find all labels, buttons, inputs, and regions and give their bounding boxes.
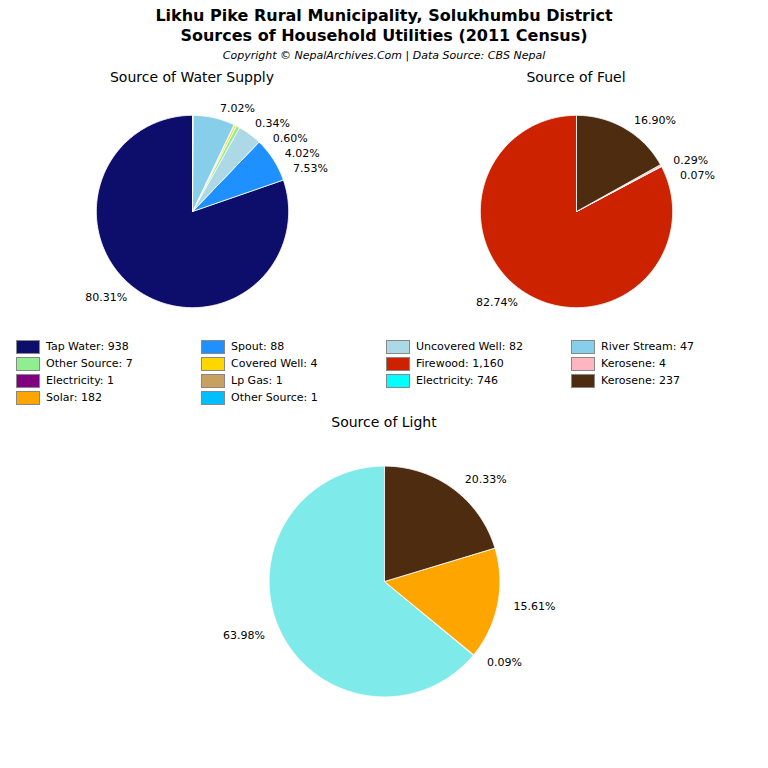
html-text:Uncovered Well: 82: Uncovered Well: 82 bbox=[416, 340, 523, 353]
html-text:Electricity: 746: Electricity: 746 bbox=[416, 374, 498, 387]
html-text:River Stream: 47: River Stream: 47 bbox=[601, 340, 694, 353]
html-text:Source of Fuel: Source of Fuel bbox=[526, 69, 626, 85]
html-text:Sources of Household Utilities: Sources of Household Utilities (2011 Cen… bbox=[180, 26, 588, 45]
svg-text:4.02%: 4.02% bbox=[285, 147, 320, 160]
html-text:Source of Light: Source of Light bbox=[331, 414, 437, 430]
html-text:Other Source: 1: Other Source: 1 bbox=[231, 391, 318, 404]
svg-text:0.34%: 0.34% bbox=[255, 117, 290, 130]
svg-text:16.90%: 16.90% bbox=[634, 114, 676, 127]
svg-text:80.31%: 80.31% bbox=[85, 291, 127, 304]
svg-text:0.29%: 0.29% bbox=[673, 154, 708, 167]
html-text:Source of Water Supply: Source of Water Supply bbox=[110, 69, 274, 85]
html-text:Electricity: 1: Electricity: 1 bbox=[46, 374, 114, 387]
html-text:Covered Well: 4: Covered Well: 4 bbox=[231, 357, 318, 370]
svg-text:7.02%: 7.02% bbox=[220, 102, 255, 115]
svg-text:0.07%: 0.07% bbox=[680, 169, 715, 182]
html-text:Likhu Pike Rural Municipality,: Likhu Pike Rural Municipality, Solukhumb… bbox=[155, 6, 613, 25]
svg-text:0.09%: 0.09% bbox=[487, 656, 522, 669]
html-text:Other Source: 7: Other Source: 7 bbox=[46, 357, 133, 370]
html-text:Kerosene: 4: Kerosene: 4 bbox=[601, 357, 666, 370]
svg-text:63.98%: 63.98% bbox=[223, 629, 265, 642]
svg-text:82.74%: 82.74% bbox=[476, 296, 518, 309]
html-text:Lp Gas: 1: Lp Gas: 1 bbox=[231, 374, 283, 387]
html-text:Spout: 88: Spout: 88 bbox=[231, 340, 285, 353]
svg-text:15.61%: 15.61% bbox=[514, 600, 556, 613]
html-text:Tap Water: 938: Tap Water: 938 bbox=[46, 340, 129, 353]
html-text:Firewood: 1,160: Firewood: 1,160 bbox=[416, 357, 504, 370]
html-text:Kerosene: 237: Kerosene: 237 bbox=[601, 374, 680, 387]
svg-text:20.33%: 20.33% bbox=[465, 473, 507, 486]
svg-text:0.60%: 0.60% bbox=[273, 132, 308, 145]
html-text:Copyright © NepalArchives.Com: Copyright © NepalArchives.Com | Data Sou… bbox=[222, 49, 546, 62]
html-text:Solar: 182: Solar: 182 bbox=[46, 391, 102, 404]
svg-text:7.53%: 7.53% bbox=[293, 162, 328, 175]
